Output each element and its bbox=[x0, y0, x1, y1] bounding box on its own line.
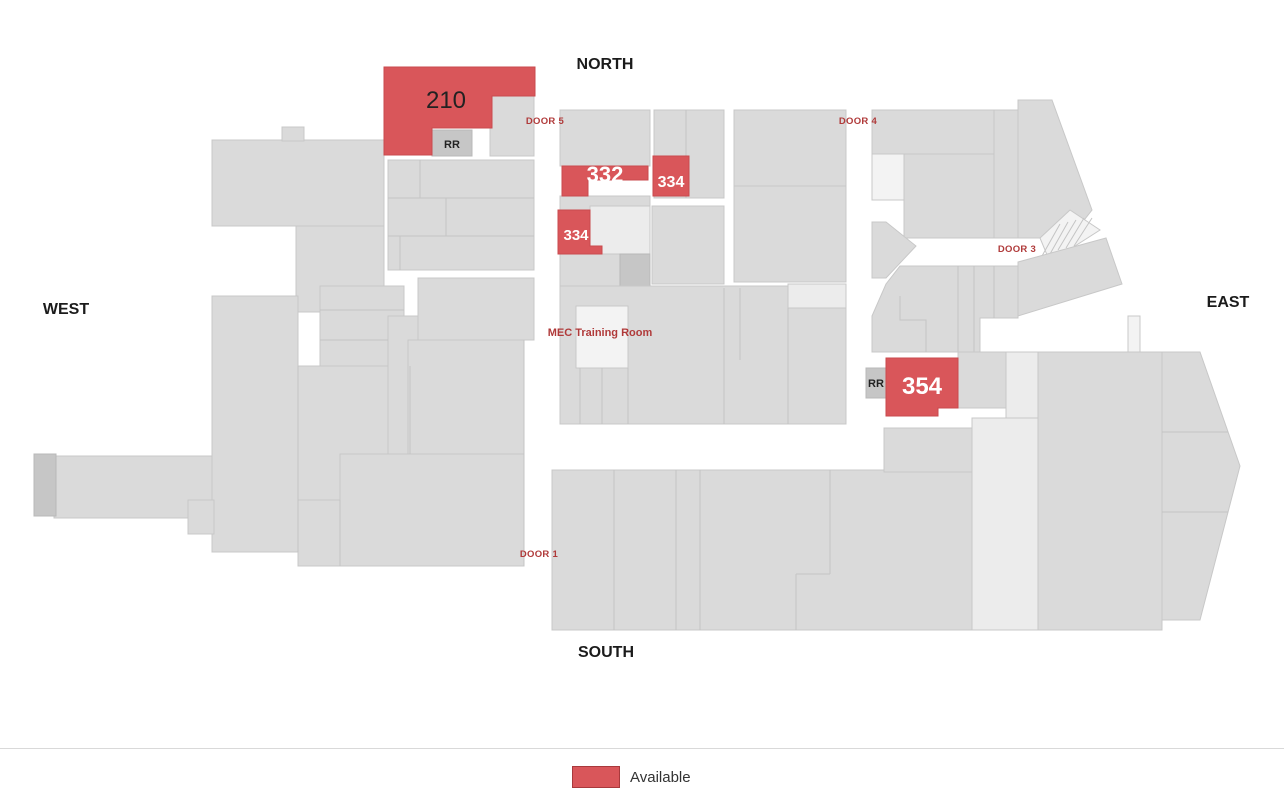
door-4-label: DOOR 4 bbox=[839, 116, 878, 127]
unit-210-number: 210 bbox=[426, 87, 466, 114]
north-label: NORTH bbox=[577, 56, 634, 73]
unit-334-lower[interactable]: 334 bbox=[557, 209, 603, 255]
door-1-label: DOOR 1 bbox=[520, 549, 559, 560]
legend-available-swatch bbox=[572, 766, 620, 788]
rr-label-east: RR bbox=[868, 378, 884, 390]
west-wing bbox=[33, 126, 535, 567]
east-block: RR bbox=[865, 99, 1141, 409]
legend: Available bbox=[572, 766, 691, 788]
north-west-suites: RR bbox=[387, 95, 535, 271]
unit-354[interactable]: 354 bbox=[885, 357, 959, 417]
mec-training-room-label: MEC Training Room bbox=[548, 327, 653, 339]
rr-label-north: RR bbox=[444, 139, 460, 151]
unit-334-upper-number: 334 bbox=[658, 174, 685, 191]
unit-354-number: 354 bbox=[902, 373, 943, 400]
legend-divider bbox=[0, 748, 1284, 749]
west-label: WEST bbox=[43, 301, 89, 318]
legend-available-label: Available bbox=[630, 768, 691, 786]
unit-334-lower-number: 334 bbox=[563, 227, 589, 244]
east-label: EAST bbox=[1207, 294, 1250, 311]
south-block bbox=[551, 351, 1241, 631]
unit-210[interactable]: 210 bbox=[383, 66, 536, 156]
unit-334-upper[interactable]: 334 bbox=[652, 155, 690, 197]
door-3-label: DOOR 3 bbox=[998, 244, 1036, 255]
door-5-label: DOOR 5 bbox=[526, 116, 565, 127]
center-block: MEC Training Room bbox=[548, 109, 847, 425]
unit-332[interactable]: 332 bbox=[561, 162, 649, 197]
unit-332-number: 332 bbox=[587, 162, 624, 187]
floor-plan-map: RR 210 MEC Training Room 332 334 334 bbox=[33, 56, 1250, 661]
south-label: SOUTH bbox=[578, 644, 634, 661]
